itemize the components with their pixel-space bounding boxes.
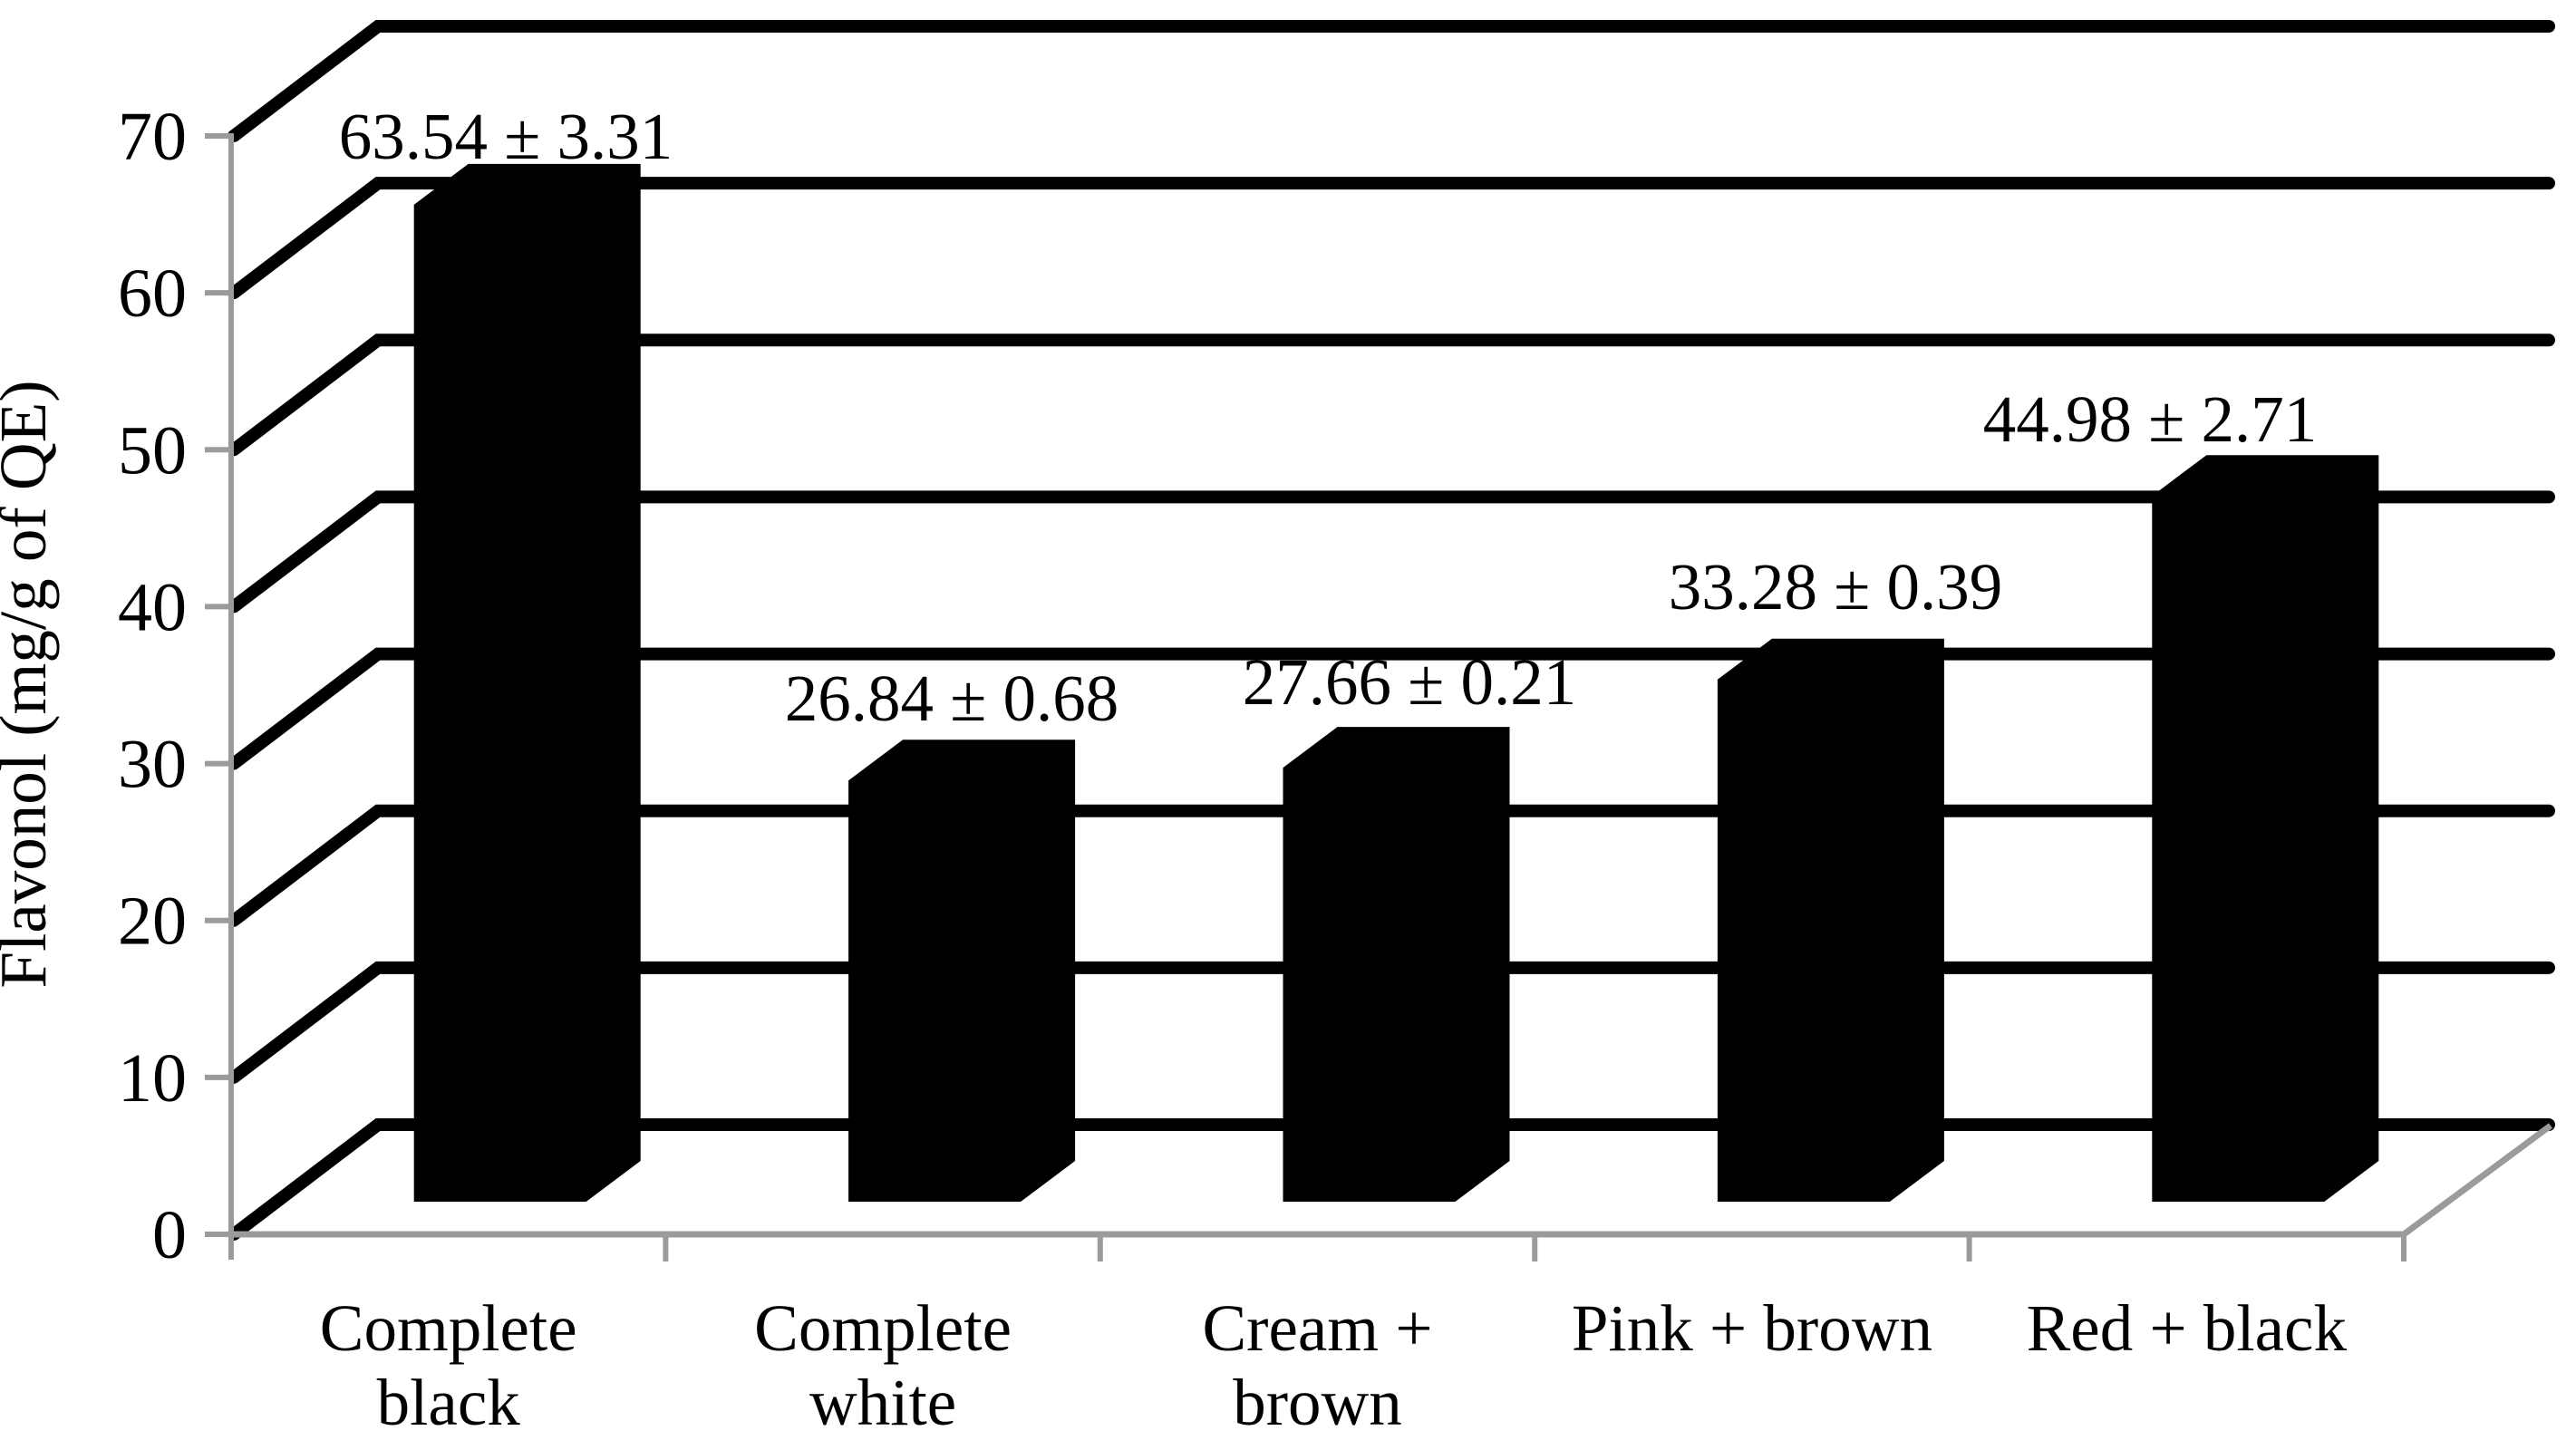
y-tick-labels: 0 10 20 30 40 50 60 70 [118,99,187,1273]
bar-cream-brown [1283,727,1510,1202]
y-tick-label-10: 10 [118,1040,187,1116]
category-label-red-black-line1: Red + black [2027,1291,2348,1365]
value-label-complete-white: 26.84 ± 0.68 [785,662,1119,735]
gridline-60 [228,177,2555,300]
y-tick-label-60: 60 [118,256,187,332]
category-label-cream-brown-line1: Cream + [1202,1291,1432,1365]
category-label-complete-white-line1: Complete [754,1291,1012,1365]
y-axis-title: Flavonol (mg/g of QE) [0,380,60,988]
category-label-pink-brown-line1: Pink + brown [1572,1291,1932,1365]
bar-red-black [2152,455,2379,1203]
category-label-complete-white-line2: white [809,1366,956,1439]
value-label-cream-brown: 27.66 ± 0.21 [1243,645,1577,719]
y-tick-label-30: 30 [118,727,187,803]
y-tick-label-20: 20 [118,884,187,960]
bar-complete-black [413,163,641,1203]
bars [413,163,2379,1203]
gridline-40 [228,490,2555,614]
category-label-complete-black-line1: Complete [320,1291,577,1365]
value-label-red-black: 44.98 ± 2.71 [1983,382,2318,456]
y-tick-label-50: 50 [118,412,187,488]
y-tick-label-0: 0 [152,1197,187,1273]
value-label-complete-black: 63.54 ± 3.31 [339,100,673,173]
value-label-pink-brown: 33.28 ± 0.39 [1669,550,2003,624]
gridline-70 [228,19,2555,142]
gridline-50 [228,334,2555,457]
y-tick-label-70: 70 [118,99,187,175]
gridlines [228,19,2555,1241]
bar-pink-brown [1717,638,1944,1202]
category-label-complete-black-line2: black [377,1366,521,1439]
value-labels: 63.54 ± 3.31 26.84 ± 0.68 27.66 ± 0.21 33.2… [339,100,2318,735]
axes [205,132,2553,1262]
y-tick-label-40: 40 [118,569,187,645]
bar-complete-white [848,740,1076,1202]
category-label-cream-brown-line2: brown [1233,1366,1402,1439]
